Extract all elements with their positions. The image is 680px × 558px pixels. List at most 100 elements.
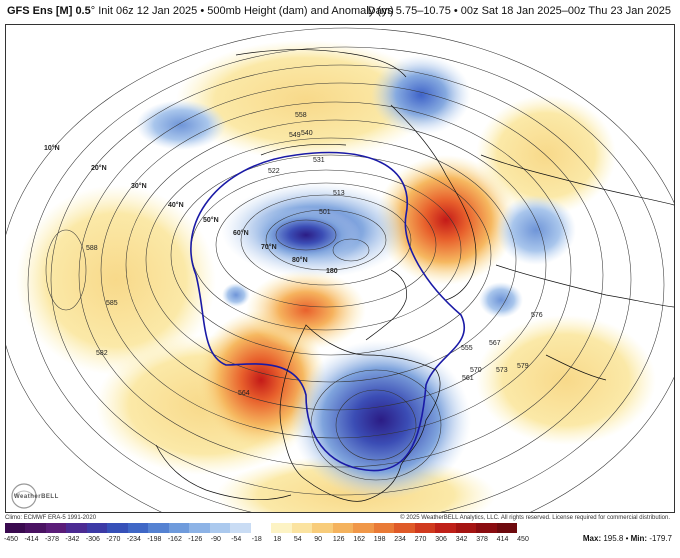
height-contours	[6, 27, 674, 512]
colorbar-swatch	[250, 523, 272, 533]
colorbar-tick-label: 18	[273, 536, 282, 543]
lat-label-70: 70°N	[261, 243, 277, 251]
logo-text: WeatherBELL	[14, 494, 59, 500]
colorbar-tick-label: 162	[353, 536, 365, 543]
lat-label-80: 80°N	[292, 256, 308, 264]
contour-labels: 501 513 522 531 540 549 555 558 561 564 …	[86, 112, 543, 397]
colorbar-tick-label: 306	[435, 536, 447, 543]
colorbar-tick-label: -378	[44, 536, 59, 543]
colorbar-swatch	[353, 523, 374, 533]
lon-label-180: 180	[326, 268, 338, 275]
max-value: 195.8	[603, 534, 624, 543]
model-name: GFS Ens [M] 0.5	[7, 5, 91, 17]
colorbar-tick-label: 450	[517, 536, 529, 543]
colorbar-swatch	[414, 523, 436, 533]
map-panel: 10°N 20°N 30°N 40°N 50°N 60°N 70°N 80°N …	[5, 24, 675, 513]
map-svg: 10°N 20°N 30°N 40°N 50°N 60°N 70°N 80°N …	[6, 27, 674, 512]
contour-label: 555	[461, 345, 473, 352]
colorbar-tick-label: -198	[147, 536, 162, 543]
colorbar-swatch	[209, 523, 231, 533]
colorbar-swatch	[435, 523, 456, 533]
colorbar-swatch	[5, 523, 26, 533]
init-time: Init 06z 12 Jan 2025	[98, 5, 198, 17]
colorbar-tick-label: 378	[476, 536, 488, 543]
contour-label: 558	[295, 112, 307, 119]
colorbar-swatch	[86, 523, 108, 533]
colorbar-tick-label: -90	[210, 536, 221, 543]
contour-label: 531	[313, 157, 325, 164]
colorbar-swatch	[45, 523, 67, 533]
colorbar-tick-label: 126	[332, 536, 345, 543]
anomaly-shading	[16, 40, 656, 512]
contour-label: 540	[301, 130, 313, 137]
latitude-labels: 10°N 20°N 30°N 40°N 50°N 60°N 70°N 80°N …	[44, 144, 338, 275]
colorbar-tick-label: 198	[373, 536, 386, 543]
colorbar-tick-label: 54	[293, 536, 302, 543]
colorbar-swatch	[496, 523, 518, 533]
contour-label: 579	[517, 363, 529, 370]
contour-label: 567	[489, 340, 501, 347]
contour-label: 549	[289, 132, 301, 139]
lat-label-30: 30°N	[131, 182, 147, 190]
contour-label: 522	[268, 168, 280, 175]
colorbar-swatch	[394, 523, 415, 533]
colorbar-tick-label: -450	[3, 536, 19, 543]
colorbar-tick-label: -414	[24, 536, 39, 543]
climo-note: Climo: ECMWF ERA-5 1991-2020	[5, 515, 97, 521]
contour-label: 564	[238, 390, 250, 397]
colorbar-swatch	[66, 523, 87, 533]
lat-label-40: 40°N	[168, 201, 184, 209]
colorbar-tick-label: 234	[394, 536, 406, 543]
colorbar-tick-label: -18	[251, 536, 262, 543]
colorbar-tick-label: -342	[65, 536, 80, 543]
highlight-contour	[190, 151, 466, 472]
copyright-note: © 2025 WeatherBELL Analytics, LLC. All r…	[400, 515, 670, 521]
colorbar-swatch	[25, 523, 46, 533]
field-name: 500mb Height (dam) and Anomaly (m)	[207, 5, 394, 17]
colorbar-swatch	[107, 523, 128, 533]
colorbar-tick-label: 414	[496, 536, 509, 543]
colorbar-ticks: -450 -414 -378 -342 -306 -270 -234 -198 -162 -126…	[3, 536, 535, 548]
colorbar-tick-label: 270	[414, 536, 427, 543]
contour-label: 582	[96, 350, 108, 357]
colorbar-swatch	[127, 523, 149, 533]
header: GFS Ens [M] 0.5° Init 06z 12 Jan 2025 • …	[0, 0, 680, 24]
colorbar	[5, 523, 518, 533]
colorbar-swatch	[332, 523, 354, 533]
colorbar-swatch	[291, 523, 313, 533]
lat-label-50: 50°N	[203, 216, 219, 224]
contour-label: 561	[462, 375, 474, 382]
colorbar-swatch	[168, 523, 190, 533]
colorbar-tick-label: -234	[126, 536, 141, 543]
colorbar-tick-label: -270	[106, 536, 121, 543]
colorbar-tick-label: -162	[167, 536, 182, 543]
valid-period: Days 5.75–10.75 • 00z Sat 18 Jan 2025–00…	[367, 5, 671, 17]
colorbar-swatch	[373, 523, 395, 533]
colorbar-swatch	[476, 523, 497, 533]
colorbar-tick-label: 342	[455, 536, 468, 543]
contour-label: 588	[86, 245, 98, 252]
colorbar-tick-label: -54	[231, 536, 242, 543]
contour-label: 570	[470, 367, 482, 374]
colorbar-tick-label: -126	[188, 536, 203, 543]
contour-label: 501	[319, 209, 331, 216]
colorbar-swatch	[148, 523, 169, 533]
colorbar-swatch	[230, 523, 251, 533]
contour-label: 585	[106, 300, 118, 307]
degree-symbol: °	[90, 5, 96, 17]
max-label: Max:	[582, 534, 602, 543]
chart-title: GFS Ens [M] 0.5° Init 06z 12 Jan 2025 • …	[7, 5, 394, 17]
colorbar-swatch	[271, 523, 292, 533]
contour-label: 573	[496, 367, 508, 374]
lat-label-10: 10°N	[44, 144, 60, 152]
contour-label: 513	[333, 190, 345, 197]
min-label: Min:	[630, 534, 648, 543]
weatherbell-logo	[11, 483, 37, 509]
contour-label: 576	[531, 312, 543, 319]
colorbar-swatch	[312, 523, 333, 533]
colorbar-tick-label: 90	[314, 536, 323, 543]
coastlines	[155, 49, 674, 502]
colorbar-tick-label: -306	[85, 536, 100, 543]
max-min-readout: Max: 195.8 • Min: -179.7	[582, 534, 672, 543]
lat-label-20: 20°N	[91, 164, 107, 172]
